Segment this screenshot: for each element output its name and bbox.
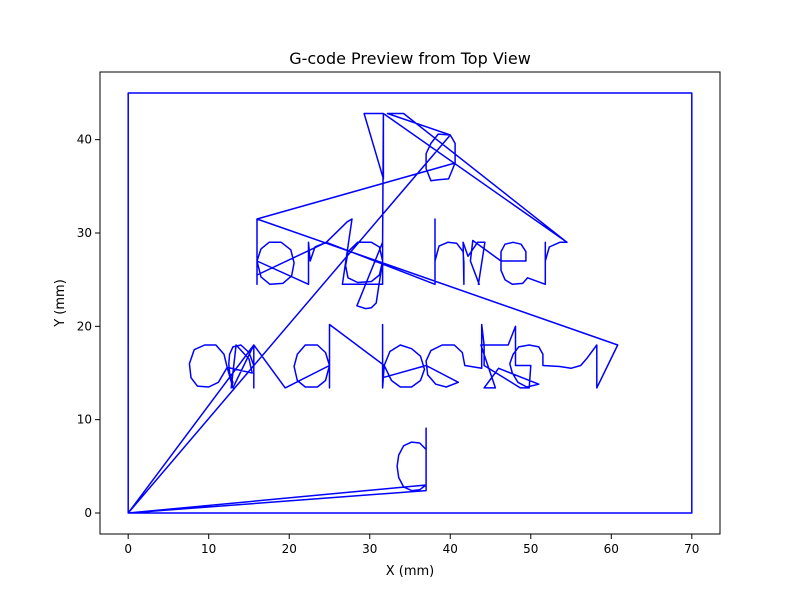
y-axis-label: Y (mm)	[53, 279, 68, 328]
y-axis: 0 10 20 30 40	[77, 133, 100, 520]
x-tick-label: 40	[443, 542, 458, 556]
y-tick-label: 0	[84, 506, 92, 520]
x-tick-label: 70	[684, 542, 699, 556]
x-tick-label: 60	[604, 542, 619, 556]
x-axis: 0 10 20 30 40 50 60 70	[124, 534, 699, 556]
x-tick-label: 30	[362, 542, 377, 556]
x-tick-label: 0	[124, 542, 132, 556]
y-tick-label: 30	[77, 226, 92, 240]
x-tick-label: 10	[201, 542, 216, 556]
chart-title: G-code Preview from Top View	[289, 49, 531, 68]
x-tick-label: 50	[523, 542, 538, 556]
toolpath-layer	[127, 92, 693, 514]
toolpath-line-0	[127, 92, 693, 514]
x-axis-label: X (mm)	[386, 564, 435, 579]
plot-frame	[99, 71, 721, 535]
x-tick-label: 20	[282, 542, 297, 556]
y-tick-label: 20	[77, 319, 92, 333]
y-tick-label: 40	[77, 133, 92, 147]
y-tick-label: 10	[77, 413, 92, 427]
